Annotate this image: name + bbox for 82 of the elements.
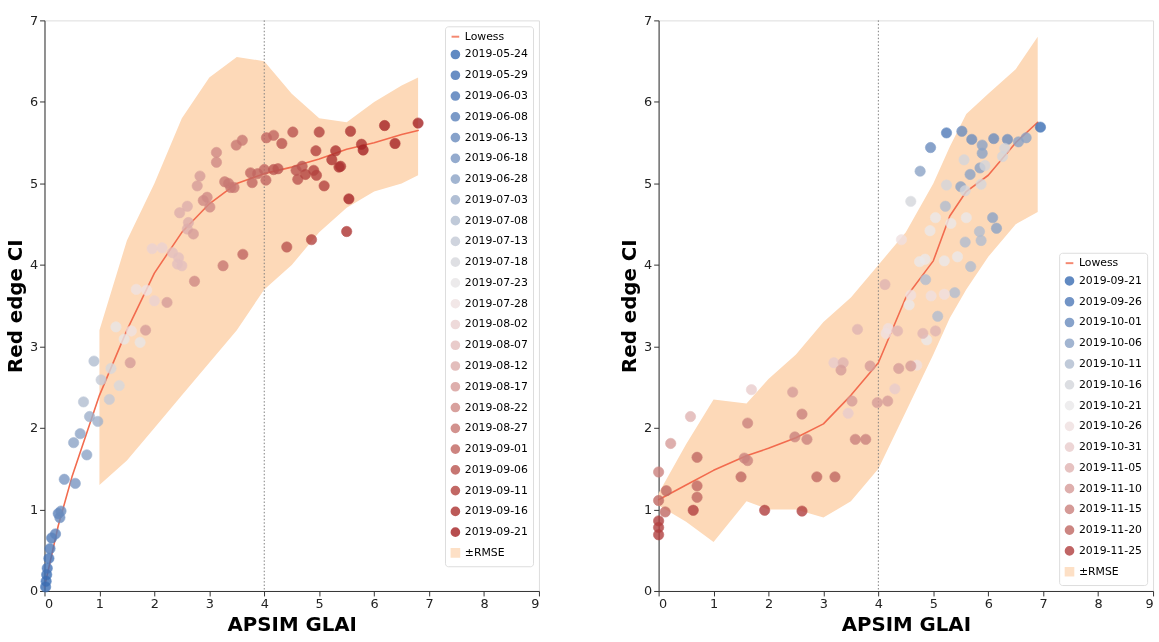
legend-label: 2019-08-12 xyxy=(464,358,528,372)
x-axis-title: APSIM GLAI xyxy=(841,613,972,637)
legend-label: 2019-09-16 xyxy=(464,504,528,518)
x-tick-label: 8 xyxy=(480,596,489,612)
legend-label: 2019-08-27 xyxy=(464,421,528,435)
legend-label: 2019-10-11 xyxy=(1078,357,1143,370)
y-tick-label: 4 xyxy=(644,257,653,273)
legend-label: 2019-07-08 xyxy=(464,213,528,227)
legend-label: 2019-07-03 xyxy=(464,192,528,206)
x-tick-label: 0 xyxy=(45,596,54,612)
legend-label: Lowess xyxy=(464,29,505,43)
legend-label: 2019-10-21 xyxy=(1078,398,1143,412)
legend-label: 2019-11-20 xyxy=(1078,523,1143,537)
y-tick-label: 0 xyxy=(644,583,653,599)
x-tick-label: 9 xyxy=(531,596,540,612)
legend-label: 2019-09-26 xyxy=(1078,294,1143,308)
y-tick-label: 7 xyxy=(29,12,39,28)
x-tick-label: 5 xyxy=(929,596,938,612)
legend-label: 2019-05-29 xyxy=(464,68,528,82)
legend-label: 2019-07-18 xyxy=(464,255,528,269)
x-tick-label: 3 xyxy=(819,596,829,612)
y-axis-title: Red edge CI xyxy=(618,239,642,373)
legend-label: 2019-09-21 xyxy=(1078,273,1143,287)
legend-label: 2019-11-15 xyxy=(1078,502,1143,516)
legend-label: 2019-07-13 xyxy=(464,234,528,248)
legend-label: 2019-10-26 xyxy=(1078,419,1143,433)
x-tick-label: 3 xyxy=(205,596,214,612)
legend-label: 2019-09-01 xyxy=(464,442,528,456)
legend-label: 2019-07-28 xyxy=(464,296,528,310)
y-tick-label: 7 xyxy=(644,12,653,28)
legend-label: 2019-08-02 xyxy=(464,317,528,331)
y-axis-title: Red edge CI xyxy=(3,239,27,373)
legend-label: 2019-08-07 xyxy=(464,338,528,352)
y-tick-label: 1 xyxy=(644,501,653,517)
legend-label: 2019-06-13 xyxy=(464,130,528,144)
legend-label: 2019-09-11 xyxy=(464,483,528,497)
legend-label: 2019-11-10 xyxy=(1078,481,1143,495)
legend-label: 2019-11-25 xyxy=(1078,543,1143,557)
y-tick-label: 3 xyxy=(29,338,39,354)
legend-label: 2019-10-31 xyxy=(1078,440,1143,454)
x-tick-label: 2 xyxy=(150,596,159,612)
x-tick-label: 6 xyxy=(984,596,993,612)
x-tick-label: 2 xyxy=(764,596,774,612)
legend-label: 2019-06-28 xyxy=(464,172,528,186)
x-axis-title: APSIM GLAI xyxy=(227,613,357,637)
legend-label: ±RMSE xyxy=(1078,564,1119,578)
x-tick-label: 5 xyxy=(315,596,324,612)
x-tick-label: 6 xyxy=(370,596,379,612)
legend-label: 2019-07-23 xyxy=(464,275,528,289)
x-tick-label: 8 xyxy=(1094,596,1103,612)
y-tick-label: 4 xyxy=(29,257,39,273)
legend-label: 2019-08-17 xyxy=(464,379,528,393)
legend-label: 2019-10-01 xyxy=(1078,315,1143,329)
y-tick-label: 6 xyxy=(644,94,653,110)
x-tick-label: 9 xyxy=(1145,596,1154,612)
x-tick-label: 7 xyxy=(425,596,434,612)
x-tick-label: 0 xyxy=(659,596,668,612)
legend-label: 2019-10-06 xyxy=(1078,336,1143,350)
y-tick-label: 0 xyxy=(29,583,39,599)
y-tick-label: 6 xyxy=(29,94,39,110)
legend-label: 2019-06-08 xyxy=(464,109,528,123)
y-tick-label: 3 xyxy=(644,338,653,354)
legend-label: 2019-11-05 xyxy=(1078,460,1143,474)
x-tick-label: 1 xyxy=(709,596,719,612)
y-tick-label: 5 xyxy=(644,175,653,191)
x-tick-label: 7 xyxy=(1039,596,1048,612)
legend-label: 2019-05-24 xyxy=(464,47,528,61)
legend-label: 2019-08-22 xyxy=(464,400,528,414)
legend-label: 2019-06-18 xyxy=(464,151,528,165)
legend-label: 2019-06-03 xyxy=(464,89,528,102)
legend-label: 2019-10-16 xyxy=(1078,377,1143,391)
y-tick-label: 1 xyxy=(29,501,39,517)
x-tick-label: 4 xyxy=(260,596,269,612)
y-tick-label: 2 xyxy=(644,420,653,436)
x-tick-label: 1 xyxy=(95,596,105,612)
legend-label: 2019-09-06 xyxy=(464,462,528,476)
y-tick-label: 5 xyxy=(29,175,39,191)
y-tick-label: 2 xyxy=(29,420,39,436)
x-tick-label: 4 xyxy=(874,596,883,612)
legend-label: ±RMSE xyxy=(464,545,505,559)
legend-label: Lowess xyxy=(1078,256,1119,270)
legend-label: 2019-09-21 xyxy=(464,525,528,539)
